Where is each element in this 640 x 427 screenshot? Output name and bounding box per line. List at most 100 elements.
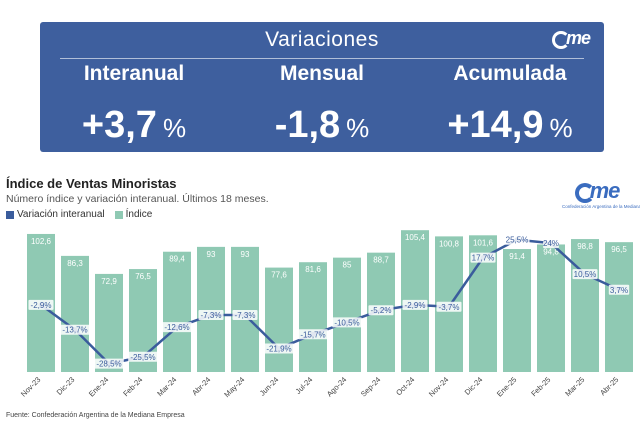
stat-value: +14,9% bbox=[447, 104, 573, 146]
line-label-bg bbox=[94, 358, 124, 369]
banner-title: Variaciones bbox=[265, 28, 379, 51]
bar-label: 105,4 bbox=[405, 233, 426, 242]
bar-label: 76,5 bbox=[135, 272, 151, 281]
bar-label: 98,8 bbox=[577, 242, 593, 251]
legend-item-bar: Índice bbox=[114, 209, 152, 220]
line-label-bg bbox=[368, 305, 394, 316]
line-label: -7,3% bbox=[201, 311, 222, 320]
line-label-bg bbox=[470, 252, 496, 263]
bar-label: 88,7 bbox=[373, 256, 389, 265]
x-tick-label: May-24 bbox=[222, 375, 246, 399]
line-label-bg bbox=[162, 322, 192, 333]
bar-label: 96,5 bbox=[611, 245, 627, 254]
bar-label: 72,9 bbox=[101, 277, 117, 286]
bar-label: 93 bbox=[207, 250, 216, 259]
line-label: -2,9% bbox=[31, 301, 52, 310]
bar-label: 77,6 bbox=[271, 271, 287, 280]
line-label: -28,5% bbox=[96, 360, 121, 369]
line-label: -13,7% bbox=[62, 326, 87, 335]
bar bbox=[537, 244, 565, 372]
source-note: Fuente: Confederación Argentina de la Me… bbox=[6, 412, 185, 419]
stat-interanual: Interanual +3,7% bbox=[40, 62, 228, 144]
line-label: 10,5% bbox=[574, 270, 597, 279]
line-label-bg bbox=[28, 299, 54, 310]
bar bbox=[265, 267, 293, 372]
line-label-bg bbox=[572, 269, 598, 280]
bar-label: 86,3 bbox=[67, 259, 83, 268]
line-label-bg bbox=[198, 310, 224, 321]
line-label-bg bbox=[543, 238, 559, 249]
bar-label: 81,6 bbox=[305, 265, 321, 274]
x-tick-label: Nov-24 bbox=[427, 375, 450, 398]
bar-label: 94,8 bbox=[543, 247, 559, 256]
line-label: -3,7% bbox=[439, 303, 460, 312]
stat-label: Acumulada bbox=[453, 62, 567, 85]
line-label-bg bbox=[264, 343, 294, 354]
line-label: -21,9% bbox=[266, 345, 291, 354]
bar-label: 89,4 bbox=[169, 255, 185, 264]
bar bbox=[299, 262, 327, 372]
line-label: 24% bbox=[543, 239, 559, 248]
logo-c-icon bbox=[551, 31, 570, 49]
bar-label: 85 bbox=[343, 261, 352, 270]
legend-swatch-bar bbox=[114, 210, 123, 219]
stat-label: Interanual bbox=[83, 62, 185, 85]
chart-title: Índice de Ventas Minoristas bbox=[6, 176, 177, 191]
bar-label: 102,6 bbox=[31, 237, 52, 246]
line-label-bg bbox=[608, 284, 630, 295]
bar-label: 101,6 bbox=[473, 238, 494, 247]
line-label: -25,5% bbox=[130, 353, 155, 362]
line-label-bg bbox=[60, 324, 90, 335]
line-series bbox=[40, 238, 620, 365]
x-tick-label: Ene-25 bbox=[495, 375, 518, 398]
line-label: -7,3% bbox=[235, 311, 256, 320]
line-label-bg bbox=[332, 317, 362, 328]
stat-value: -1,8% bbox=[274, 104, 370, 146]
stat-value: +3,7% bbox=[81, 104, 187, 146]
bar bbox=[197, 246, 225, 372]
x-tick-label: Ene-24 bbox=[87, 375, 110, 398]
bar-label: 91,4 bbox=[509, 252, 525, 261]
banner-divider bbox=[60, 58, 584, 59]
bar bbox=[571, 239, 599, 372]
x-tick-label: Nov-23 bbox=[19, 375, 42, 398]
bar bbox=[605, 242, 633, 372]
stat-mensual: Mensual -1,8% bbox=[228, 62, 416, 144]
legend-item-line: Variación interanual bbox=[6, 209, 105, 220]
chart-area: 102,6 86,3 72,9 76,5 89,4 93 93 77,6 81,6 85 88,7 1… bbox=[19, 230, 633, 399]
x-tick-label: Jul-24 bbox=[294, 375, 315, 396]
line-label-bg bbox=[402, 299, 428, 310]
variations-banner: Variaciones me Interanual +3,7% Mensual … bbox=[40, 22, 604, 152]
bar bbox=[231, 246, 259, 372]
line-label: -15,7% bbox=[300, 330, 325, 339]
chart-subtitle: Número índice y variación interanual. Úl… bbox=[6, 193, 269, 205]
logo-tagline: Confederación Argentina de la Mediana Em… bbox=[562, 204, 640, 209]
x-tick-label: Dic-23 bbox=[55, 375, 77, 397]
came-logo-small: me bbox=[551, 28, 591, 49]
line-label: 3,7% bbox=[610, 286, 628, 295]
bar bbox=[95, 273, 123, 372]
stat-acumulada: Acumulada +14,9% bbox=[416, 62, 604, 144]
line-label: -10,5% bbox=[334, 318, 359, 327]
x-tick-label: Dic-24 bbox=[463, 375, 485, 397]
line-label-bg bbox=[232, 310, 258, 321]
line-label: -12,6% bbox=[164, 323, 189, 332]
line-label-bg bbox=[436, 301, 462, 312]
x-tick-label: Abr-25 bbox=[598, 375, 620, 397]
bar-label: 100,8 bbox=[439, 239, 460, 248]
came-logo: me Confederación Argentina de la Mediana… bbox=[562, 178, 640, 209]
x-tick-label: Feb-25 bbox=[529, 375, 552, 398]
x-tick-label: Feb-24 bbox=[121, 375, 144, 398]
legend-swatch-line bbox=[6, 210, 14, 219]
line-label: 25,5% bbox=[506, 236, 529, 245]
bar-label: 93 bbox=[241, 250, 250, 259]
bar bbox=[503, 249, 531, 372]
chart-legend: Variación interanual Índice bbox=[6, 209, 152, 220]
line-label: -5,2% bbox=[371, 306, 392, 315]
line-label-bg bbox=[298, 329, 328, 340]
line-label: -2,9% bbox=[405, 301, 426, 310]
line-label-bg bbox=[128, 351, 158, 362]
bar bbox=[163, 251, 191, 372]
logo-c-icon bbox=[574, 183, 595, 203]
x-tick-label: Sep-24 bbox=[359, 375, 382, 398]
